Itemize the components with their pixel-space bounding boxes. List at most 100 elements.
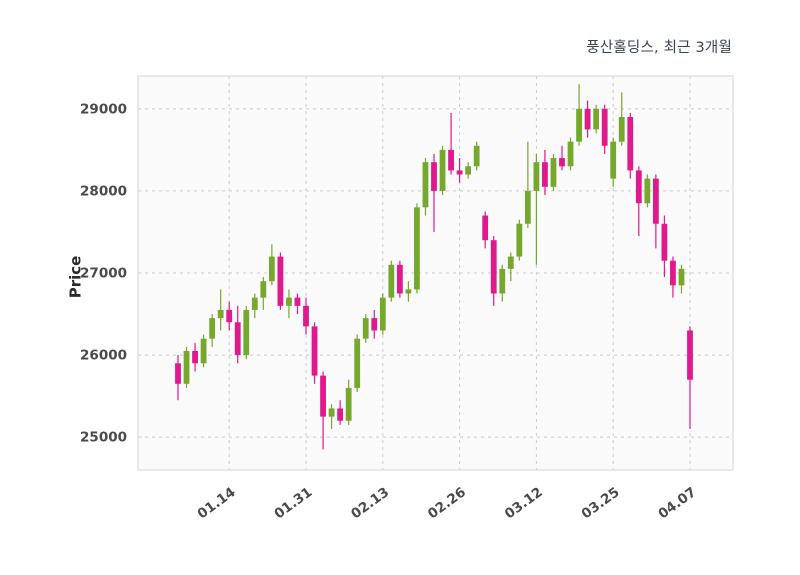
- candle-body: [303, 305, 309, 327]
- candle-body: [516, 223, 523, 257]
- candle-03.12: [533, 153, 540, 265]
- candle-body: [490, 240, 497, 294]
- candle-03.24: [601, 104, 608, 154]
- candle-body: [354, 338, 361, 388]
- candle-01.06: [175, 355, 181, 401]
- candle-body: [422, 162, 429, 208]
- candle-body: [362, 318, 369, 339]
- candle-02.19: [414, 203, 420, 294]
- candle-02.26: [456, 158, 463, 183]
- candle-01.21: [268, 244, 275, 286]
- candle-body: [234, 322, 241, 356]
- candle-body: [337, 408, 344, 421]
- candle-body: [192, 350, 198, 364]
- candle-03.28: [635, 166, 642, 237]
- candle-02.05: [328, 404, 335, 429]
- candle-body: [567, 141, 574, 167]
- candle-01.23: [286, 289, 292, 319]
- candle-01.17: [251, 293, 258, 319]
- candle-body: [183, 350, 190, 384]
- candle-02.06: [337, 400, 344, 425]
- x-tick-label: 03.25: [579, 484, 623, 522]
- candle-02.18: [405, 281, 412, 302]
- candle-03.19: [576, 84, 582, 146]
- candle-04.02: [661, 215, 668, 278]
- candle-02.14: [388, 260, 395, 302]
- candle-body: [465, 166, 472, 175]
- candle-02.25: [448, 112, 454, 175]
- candle-01.08: [192, 342, 198, 372]
- candle-body: [610, 141, 617, 179]
- x-tick-label: 01.14: [195, 484, 239, 522]
- candle-03.31: [644, 174, 651, 208]
- candle-02.07: [345, 379, 352, 425]
- candle-03.27: [627, 112, 634, 179]
- x-tick-label: 01.31: [271, 484, 315, 522]
- candle-03.20: [584, 100, 591, 138]
- candle-body: [618, 117, 625, 142]
- candle-body: [388, 264, 395, 298]
- y-tick-label: 29000: [80, 101, 127, 117]
- candle-01.16: [243, 305, 250, 360]
- candle-body: [251, 297, 258, 310]
- candle-02.20: [422, 158, 429, 216]
- candle-body: [217, 309, 224, 319]
- y-axis-label: Price: [66, 255, 85, 299]
- candle-03.14: [550, 153, 557, 191]
- y-tick-label: 28000: [80, 183, 127, 199]
- candle-body: [456, 170, 463, 175]
- candle-body: [268, 256, 275, 282]
- candle-body: [260, 281, 267, 298]
- candle-02.17: [396, 260, 403, 298]
- candle-01.22: [277, 252, 284, 310]
- candle-03.26: [618, 92, 625, 146]
- candle-04.03: [670, 256, 676, 298]
- candle-body: [627, 117, 634, 171]
- candle-03.21: [593, 104, 600, 134]
- x-tick-label: 02.26: [425, 484, 469, 522]
- x-tick-label: 03.12: [502, 484, 546, 522]
- candle-body: [286, 297, 292, 306]
- candle-01.24: [294, 293, 301, 315]
- candle-02.21: [431, 153, 437, 232]
- candle-body: [661, 223, 668, 261]
- candle-03.25: [610, 137, 617, 187]
- candle-02.27: [465, 162, 472, 179]
- candle-body: [345, 387, 352, 421]
- candle-body: [652, 178, 659, 224]
- candle-body: [311, 326, 318, 376]
- candle-03.05: [490, 236, 497, 306]
- candle-03.18: [567, 137, 574, 171]
- candle-02.04: [320, 371, 326, 450]
- candle-02.11: [362, 314, 369, 343]
- candle-body: [576, 108, 582, 142]
- candle-01.10: [209, 314, 216, 347]
- candle-02.13: [379, 293, 386, 335]
- y-tick-label: 27000: [80, 266, 127, 282]
- candle-02.10: [354, 334, 361, 393]
- candle-body: [396, 264, 403, 294]
- candle-body: [670, 260, 676, 286]
- candle-01.14: [226, 301, 233, 331]
- candle-body: [533, 162, 540, 191]
- candle-body: [542, 162, 548, 187]
- candle-01.13: [217, 289, 224, 331]
- candle-01.20: [260, 277, 267, 310]
- candle-body: [200, 338, 207, 364]
- candle-01.07: [183, 346, 190, 388]
- candle-body: [448, 149, 454, 171]
- candle-body: [644, 178, 651, 204]
- candle-03.07: [507, 252, 514, 282]
- candle-body: [294, 297, 301, 306]
- candle-03.11: [524, 141, 531, 228]
- candle-body: [431, 162, 437, 191]
- y-tick-label: 26000: [80, 348, 127, 364]
- candle-body: [414, 207, 420, 290]
- candle-body: [439, 149, 446, 191]
- candle-body: [687, 330, 693, 380]
- y-tick-label: 25000: [80, 430, 127, 446]
- candle-body: [371, 318, 378, 331]
- candle-body: [405, 289, 412, 294]
